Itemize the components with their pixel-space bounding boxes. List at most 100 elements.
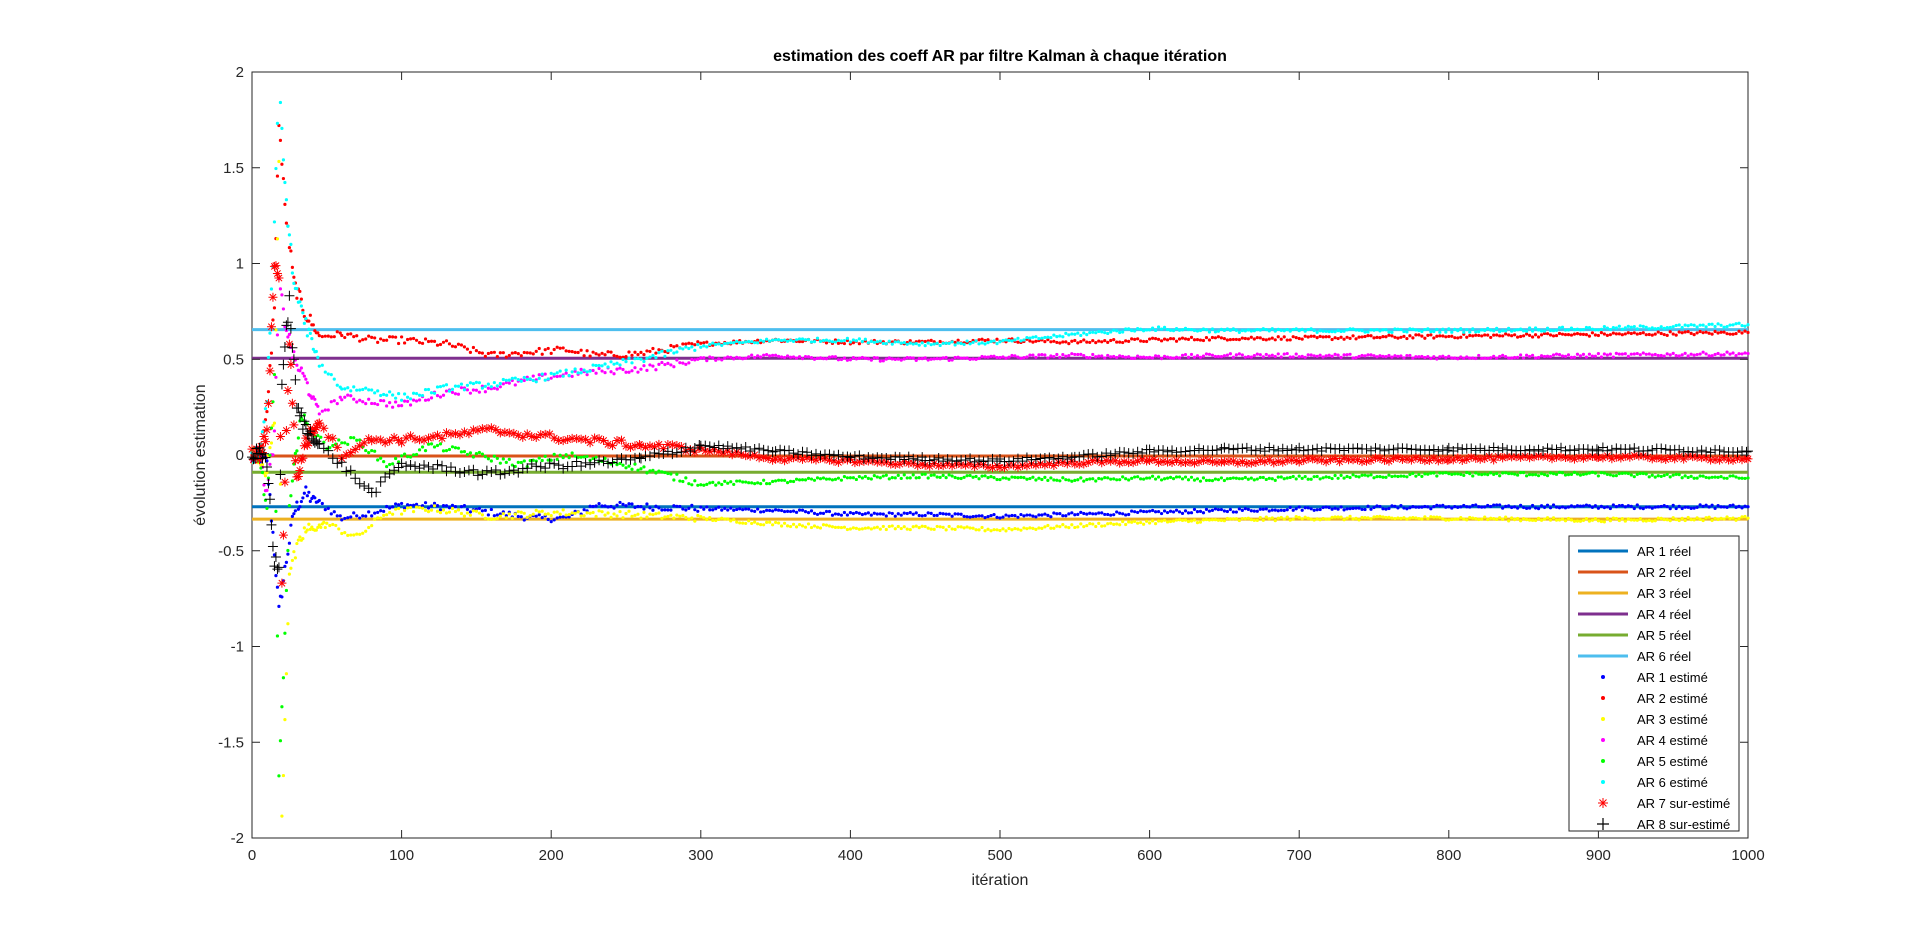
- data-point: [394, 502, 398, 506]
- data-point: [762, 478, 766, 482]
- data-point-plus: [549, 458, 560, 469]
- data-point: [750, 353, 754, 357]
- data-point-asterisk: [1520, 451, 1530, 461]
- data-point: [1614, 326, 1618, 330]
- data-point-plus: [1273, 445, 1284, 456]
- data-point: [1728, 323, 1732, 327]
- data-point: [597, 363, 601, 368]
- data-point-asterisk: [287, 398, 297, 408]
- data-point: [394, 400, 398, 404]
- data-point: [1375, 355, 1379, 359]
- data-point-plus: [1660, 444, 1671, 455]
- data-point: [1264, 477, 1268, 482]
- data-point: [1363, 507, 1367, 512]
- data-point: [1189, 475, 1194, 479]
- data-point-plus: [1370, 443, 1381, 454]
- data-point: [983, 529, 987, 533]
- data-point-asterisk: [1511, 452, 1521, 462]
- data-point: [1456, 517, 1460, 521]
- data-point: [531, 512, 535, 516]
- data-point: [1091, 339, 1095, 343]
- data-point: [1118, 478, 1122, 482]
- data-point: [1291, 327, 1295, 332]
- data-point: [1566, 473, 1571, 477]
- data-point-asterisk: [260, 437, 270, 447]
- data-point: [872, 526, 876, 530]
- data-point: [1524, 518, 1529, 522]
- data-point: [690, 345, 694, 349]
- data-point: [962, 526, 966, 530]
- data-point: [1153, 328, 1158, 333]
- data-point: [995, 342, 999, 346]
- data-point: [1049, 526, 1053, 530]
- data-point: [1070, 352, 1074, 356]
- data-point: [277, 159, 281, 164]
- data-point: [1279, 475, 1283, 479]
- data-point: [260, 470, 265, 475]
- data-point: [902, 511, 906, 515]
- data-point: [666, 508, 670, 512]
- data-point: [1650, 506, 1654, 510]
- data-point: [1596, 474, 1600, 478]
- data-point: [1429, 333, 1433, 337]
- data-point: [1578, 473, 1583, 477]
- data-point-plus: [758, 444, 769, 455]
- data-point: [1049, 335, 1053, 340]
- data-point-asterisk: [459, 427, 469, 437]
- data-point: [1180, 518, 1185, 522]
- data-point: [1563, 519, 1568, 523]
- data-point: [965, 356, 969, 360]
- data-point: [1716, 322, 1720, 326]
- data-point: [414, 399, 419, 403]
- data-point: [887, 524, 891, 529]
- data-point: [298, 505, 302, 509]
- data-point: [950, 474, 954, 478]
- data-point: [1013, 475, 1017, 479]
- data-point: [1662, 332, 1666, 337]
- data-point-asterisk: [1142, 456, 1152, 466]
- x-tick-label: 600: [1137, 847, 1162, 864]
- data-point: [1707, 515, 1711, 519]
- data-point: [331, 443, 335, 448]
- data-point: [468, 513, 473, 517]
- data-point: [1243, 355, 1247, 359]
- data-point: [735, 355, 739, 359]
- data-point-asterisk: [1547, 454, 1557, 464]
- data-point: [507, 378, 511, 382]
- data-point: [1067, 478, 1071, 482]
- data-point-asterisk: [1278, 457, 1288, 467]
- data-point-plus: [1457, 444, 1468, 455]
- data-point: [1408, 353, 1412, 358]
- data-point: [1516, 328, 1520, 332]
- data-point-plus: [1021, 452, 1032, 463]
- data-point: [878, 339, 882, 343]
- data-point: [1258, 475, 1262, 480]
- x-tick-label: 1000: [1731, 847, 1764, 864]
- data-point: [495, 456, 499, 461]
- data-point: [585, 454, 589, 459]
- data-point: [917, 343, 921, 347]
- data-point: [1725, 505, 1729, 510]
- data-point: [1731, 503, 1735, 507]
- data-point: [717, 517, 721, 521]
- data-point: [1306, 335, 1310, 339]
- data-point: [397, 404, 401, 408]
- data-point: [681, 347, 685, 351]
- data-point: [1441, 327, 1445, 331]
- data-point: [998, 477, 1002, 482]
- data-point-plus: [410, 461, 421, 472]
- data-point: [1216, 478, 1221, 482]
- data-point-asterisk: [1415, 454, 1425, 464]
- data-point: [1438, 355, 1442, 359]
- data-point: [1249, 509, 1253, 513]
- data-point-asterisk: [824, 455, 834, 465]
- data-point: [747, 507, 751, 511]
- data-point: [335, 514, 339, 518]
- data-point: [1255, 518, 1259, 522]
- data-point: [370, 335, 374, 339]
- data-point: [1629, 518, 1633, 522]
- data-point: [1040, 336, 1044, 340]
- data-point: [328, 523, 332, 528]
- data-point-asterisk: [741, 451, 751, 461]
- data-point: [738, 521, 742, 525]
